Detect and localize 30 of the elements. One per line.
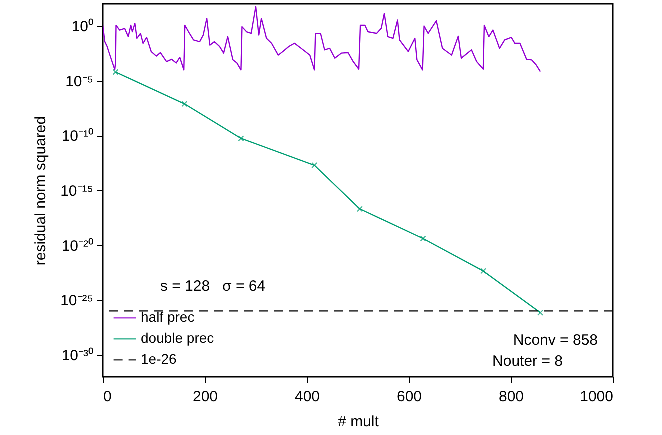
y-tick-label: 10⁻⁵ xyxy=(66,73,94,90)
y-tick-label: 10⁰ xyxy=(72,18,94,36)
point xyxy=(238,135,244,142)
x-tick-label: 0 xyxy=(104,388,112,406)
y-tick-label: 10⁻¹⁰ xyxy=(62,128,94,146)
y-tick-label: 10⁻¹⁵ xyxy=(60,183,94,200)
x-tick-label: 800 xyxy=(498,388,524,406)
legend-label: 1e-26 xyxy=(141,351,178,367)
x-tick-label: 1000 xyxy=(580,388,614,406)
annotation: Nouter = 8 xyxy=(492,353,563,370)
point xyxy=(182,100,188,108)
point xyxy=(537,310,544,316)
point xyxy=(480,268,487,274)
y-tick-label: 10⁻³⁰ xyxy=(62,348,94,365)
point xyxy=(356,206,364,212)
annotation: s = 128 σ = 64 xyxy=(160,278,266,295)
point xyxy=(420,236,426,242)
x-tick-label: 600 xyxy=(396,388,422,406)
annotation: Nconv = 858 xyxy=(513,332,598,349)
y-axis-title: residual norm squared xyxy=(32,116,50,266)
point xyxy=(112,69,119,76)
point xyxy=(312,162,318,169)
legend-label: double prec xyxy=(141,330,214,346)
legend-label: half prec xyxy=(141,309,195,325)
x-tick-label: 400 xyxy=(294,388,320,406)
line-series xyxy=(103,6,542,72)
x-axis-title: # mult xyxy=(338,414,380,430)
y-tick-label: 10⁻²⁰ xyxy=(62,238,94,255)
x-tick-label: 200 xyxy=(192,388,218,406)
y-tick-label: 10⁻²⁵ xyxy=(60,292,94,310)
